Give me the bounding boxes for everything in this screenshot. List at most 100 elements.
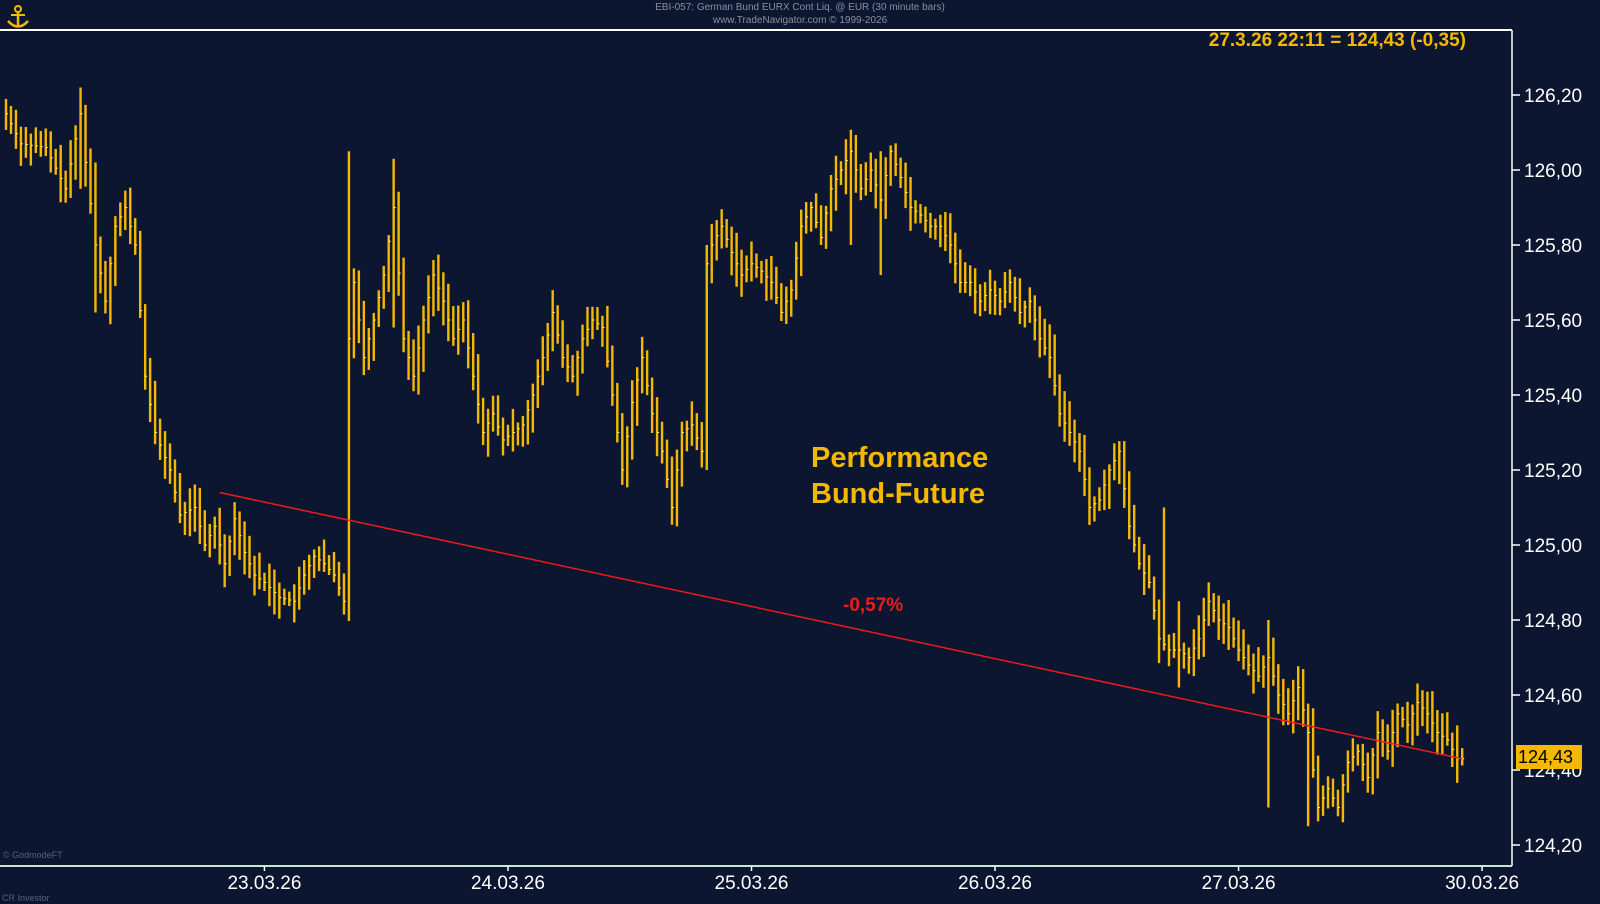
ohlc-bar bbox=[1217, 595, 1221, 640]
ohlc-bar bbox=[884, 157, 888, 219]
ohlc-bar bbox=[462, 302, 466, 343]
ohlc-bar bbox=[173, 459, 177, 503]
ohlc-bar bbox=[1306, 703, 1311, 827]
ohlc-bar bbox=[809, 201, 814, 232]
ohlc-bar bbox=[735, 232, 739, 287]
ohlc-bar bbox=[1078, 433, 1082, 472]
ohlc-bar bbox=[1038, 306, 1042, 358]
chart-header-title: EBI-057: German Bund EURX Cont Liq. @ EU… bbox=[655, 2, 945, 13]
ohlc-bar bbox=[124, 190, 128, 231]
ohlc-bar bbox=[303, 560, 307, 595]
ohlc-bar bbox=[650, 377, 655, 433]
ohlc-bar bbox=[1296, 666, 1301, 721]
y-tick-label: 126,00 bbox=[1524, 161, 1582, 182]
ohlc-bar bbox=[293, 584, 297, 623]
trendline-label: -0,57% bbox=[843, 595, 904, 616]
ohlc-bar bbox=[1227, 599, 1231, 650]
ohlc-bar bbox=[844, 139, 848, 195]
ohlc-bar bbox=[412, 339, 416, 392]
ohlc-bar bbox=[954, 232, 958, 284]
ohlc-bar bbox=[104, 260, 108, 314]
x-tick-label: 24.03.26 bbox=[471, 873, 545, 894]
y-tick-label: 125,40 bbox=[1524, 386, 1582, 407]
ohlc-bar bbox=[765, 259, 769, 301]
ohlc-bar bbox=[1376, 711, 1380, 779]
ohlc-bar bbox=[556, 305, 560, 344]
ohlc-bar bbox=[1277, 664, 1281, 714]
ohlc-bar bbox=[1033, 295, 1037, 341]
ohlc-bar bbox=[1053, 334, 1057, 396]
ohlc-bar bbox=[596, 307, 600, 330]
ohlc-bar bbox=[74, 125, 78, 180]
ohlc-bar bbox=[168, 443, 173, 484]
ohlc-bar bbox=[1123, 441, 1127, 508]
ohlc-bar bbox=[894, 143, 898, 177]
ohlc-bar bbox=[1391, 709, 1395, 767]
ohlc-bar bbox=[1162, 507, 1167, 651]
ohlc-bar bbox=[228, 535, 232, 577]
ohlc-bar bbox=[69, 140, 73, 198]
ohlc-bar bbox=[1172, 632, 1176, 658]
ohlc-bar bbox=[929, 212, 933, 239]
ohlc-bar bbox=[795, 241, 799, 300]
annotation-line-1: Performance bbox=[811, 442, 989, 474]
ohlc-bar bbox=[616, 382, 620, 443]
ohlc-bar bbox=[998, 288, 1002, 316]
ohlc-bar bbox=[1416, 683, 1420, 736]
ohlc-bar bbox=[59, 144, 63, 203]
ohlc-bar bbox=[591, 306, 595, 340]
ohlc-bar bbox=[19, 126, 23, 166]
ohlc-bar bbox=[1267, 620, 1271, 808]
ohlc-bar bbox=[1098, 487, 1102, 512]
ohlc-bar bbox=[1321, 785, 1326, 816]
ohlc-bar bbox=[273, 569, 277, 615]
ohlc-bar bbox=[442, 272, 446, 326]
ohlc-bar bbox=[327, 555, 332, 576]
ohlc-bar bbox=[54, 148, 58, 175]
ohlc-bar bbox=[337, 561, 341, 596]
ohlc-bar bbox=[760, 260, 764, 284]
ohlc-bar bbox=[755, 253, 759, 278]
ohlc-bar bbox=[526, 400, 530, 445]
ohlc-bar bbox=[178, 472, 182, 524]
ohlc-bar bbox=[278, 582, 282, 619]
ohlc-bar bbox=[1023, 300, 1027, 328]
ohlc-bar bbox=[258, 552, 262, 590]
ohlc-bar bbox=[471, 333, 476, 391]
ohlc-bar bbox=[1396, 703, 1400, 748]
ohlc-bar bbox=[1137, 536, 1142, 570]
ohlc-bar bbox=[531, 383, 535, 433]
ohlc-bar bbox=[993, 280, 998, 315]
ohlc-bar bbox=[1232, 617, 1236, 648]
ohlc-bar bbox=[322, 539, 327, 572]
ohlc-bar bbox=[1063, 391, 1067, 442]
ohlc-bar bbox=[1013, 276, 1017, 312]
ohlc-bar bbox=[571, 355, 575, 383]
ohlc-bar bbox=[203, 510, 207, 552]
ohlc-bar bbox=[243, 521, 247, 575]
ohlc-bar bbox=[670, 456, 674, 525]
ohlc-bar bbox=[740, 249, 744, 297]
ohlc-bar bbox=[332, 552, 337, 583]
ohlc-bar bbox=[268, 563, 272, 607]
ohlc-bar bbox=[1262, 655, 1266, 688]
ohlc-bar bbox=[516, 422, 520, 446]
ohlc-bar bbox=[94, 162, 98, 313]
ohlc-bar bbox=[109, 256, 113, 325]
ohlc-bar bbox=[298, 566, 302, 610]
ohlc-bar bbox=[839, 161, 843, 186]
ohlc-bar bbox=[750, 241, 754, 282]
ohlc-bar bbox=[869, 152, 873, 192]
x-tick-label: 26.03.26 bbox=[958, 873, 1032, 894]
ohlc-bar bbox=[606, 305, 610, 368]
ohlc-bar bbox=[1316, 755, 1321, 822]
ohlc-bar bbox=[1336, 789, 1340, 817]
ohlc-bar bbox=[635, 367, 640, 426]
ohlc-bar bbox=[402, 257, 406, 353]
ohlc-bar bbox=[457, 305, 461, 355]
ohlc-bar bbox=[521, 415, 525, 447]
ohlc-bar bbox=[352, 268, 356, 359]
ohlc-bar bbox=[824, 205, 829, 249]
ohlc-bar bbox=[1247, 644, 1251, 676]
ohlc-bar bbox=[586, 306, 590, 347]
